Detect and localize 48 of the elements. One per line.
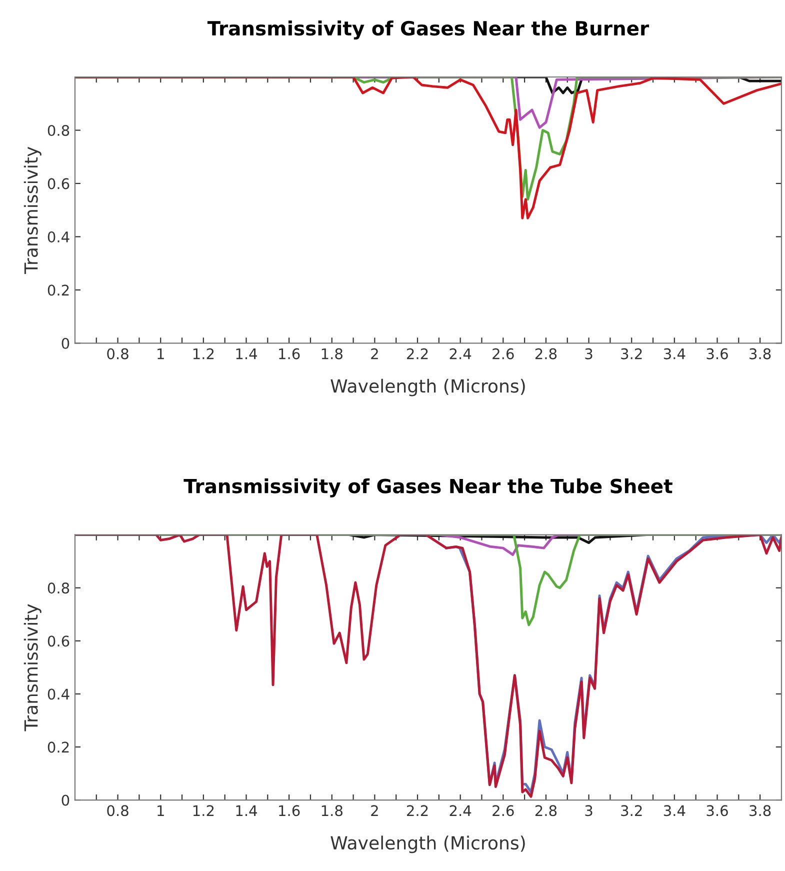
x-tick-label: 3.8	[750, 348, 771, 360]
x-tick-label: 3.2	[621, 805, 642, 816]
y-tick-label: 0.4	[48, 231, 70, 242]
x-tick-label: 2.6	[492, 348, 514, 360]
x-tick-label: 3.4	[664, 348, 686, 360]
y-tick-label: 0.6	[48, 636, 70, 647]
y-axis-title: Transmissivity	[24, 604, 42, 732]
x-tick-label: 1.4	[236, 805, 258, 816]
x-tick-label: 1	[158, 805, 164, 816]
x-tick-label: 1.6	[279, 348, 300, 360]
x-tick-label: 1.2	[193, 805, 214, 816]
x-tick-label: 3.6	[706, 348, 728, 360]
x-tick-label: 2.4	[450, 348, 472, 360]
x-tick-label: 2.8	[535, 348, 557, 360]
x-tick-label: 1	[158, 348, 164, 360]
x-tick-label: 1.8	[322, 348, 342, 360]
x-tick-label: 3	[585, 348, 592, 360]
x-axis-title: Wavelength (Microns)	[330, 378, 525, 396]
x-tick-label: 3.6	[706, 805, 728, 816]
y-tick-label: 0	[62, 794, 70, 806]
x-tick-label: 3	[585, 805, 592, 816]
x-tick-label: 3.4	[664, 805, 686, 816]
y-tick-label: 0.2	[48, 742, 69, 753]
y-tick-label: 0.8	[48, 582, 70, 594]
x-tick-label: 0.8	[107, 348, 128, 360]
chart-title: Transmissivity of Gases Near the Burner	[207, 20, 650, 40]
chart-title: Transmissivity of Gases Near the Tube Sheet	[184, 478, 672, 498]
y-tick-label: 0	[62, 338, 70, 349]
x-tick-label: 1.8	[322, 805, 342, 816]
x-tick-label: 1.6	[279, 805, 300, 816]
x-tick-label: 2.2	[406, 805, 428, 816]
y-tick-label: 0.4	[48, 688, 70, 700]
x-axis-title: Wavelength (Microns)	[330, 836, 525, 854]
x-tick-label: 2.6	[492, 805, 514, 816]
x-tick-label: 3.2	[621, 348, 642, 360]
x-tick-label: 1.2	[193, 348, 214, 360]
y-tick-label: 0.2	[48, 284, 69, 296]
x-tick-label: 1.4	[236, 348, 258, 360]
y-tick-label: 0.6	[48, 178, 70, 190]
x-tick-label: 0.8	[107, 805, 128, 816]
x-tick-label: 3.8	[750, 805, 771, 816]
x-tick-label: 2	[371, 348, 378, 360]
x-tick-label: 2.4	[450, 805, 472, 816]
x-tick-label: 2	[371, 805, 378, 816]
y-tick-label: 0.8	[48, 124, 70, 136]
y-axis-title: Transmissivity	[24, 146, 42, 274]
x-tick-label: 2.8	[535, 805, 557, 816]
x-tick-label: 2.2	[406, 348, 428, 360]
